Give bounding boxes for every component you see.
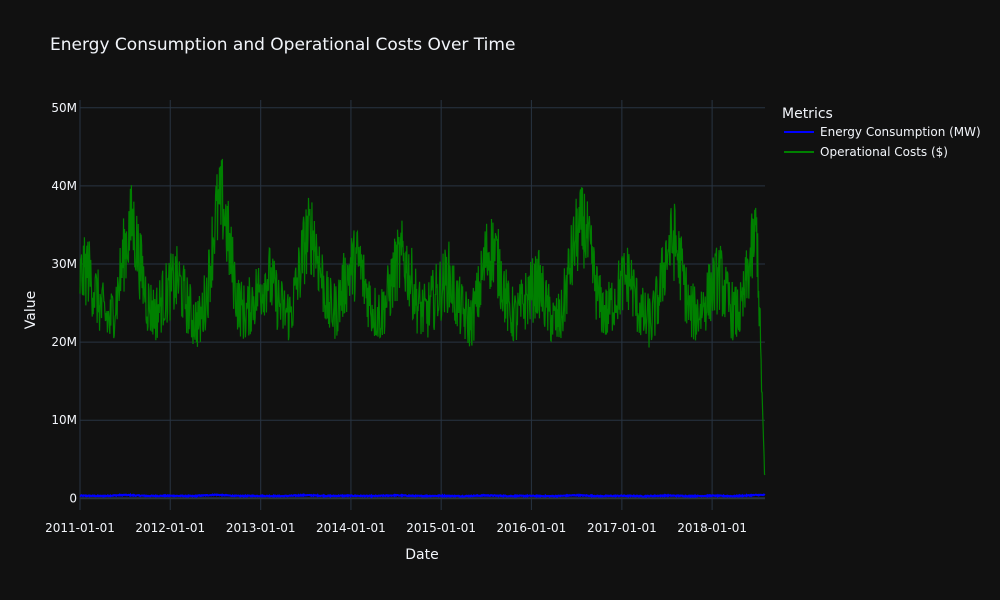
x-tick-label: 2011-01-01: [45, 521, 115, 535]
x-tick-label: 2014-01-01: [316, 521, 386, 535]
y-tick-label: 40M: [51, 179, 77, 193]
y-tick-label: 50M: [51, 101, 77, 115]
x-tick-label: 2017-01-01: [587, 521, 657, 535]
x-tick-label: 2015-01-01: [406, 521, 476, 535]
x-tick-label: 2018-01-01: [677, 521, 747, 535]
legend: Metrics Energy Consumption (MW) Operatio…: [782, 106, 981, 159]
y-axis-ticks: 0 10M 20M 30M 40M 50M: [51, 101, 77, 505]
y-tick-label: 30M: [51, 257, 77, 271]
energy-consumption-line[interactable]: [79, 492, 766, 499]
legend-label-energy: Energy Consumption (MW): [820, 125, 981, 139]
y-tick-label: 0: [69, 491, 77, 505]
x-axis-title: Date: [405, 547, 438, 563]
x-tick-label: 2013-01-01: [226, 521, 296, 535]
legend-item-energy[interactable]: Energy Consumption (MW): [784, 125, 981, 139]
y-tick-label: 20M: [51, 335, 77, 349]
x-axis-ticks: 2011-01-01 2012-01-01 2013-01-01 2014-01-01…: [45, 521, 747, 535]
x-tick-label: 2012-01-01: [135, 521, 205, 535]
legend-title: Metrics: [782, 106, 833, 122]
y-tick-label: 10M: [51, 413, 77, 427]
x-tick-label: 2016-01-01: [497, 521, 567, 535]
legend-item-costs[interactable]: Operational Costs ($): [784, 145, 948, 159]
y-axis-title: Value: [23, 291, 39, 329]
legend-label-costs: Operational Costs ($): [820, 145, 948, 159]
plot-area[interactable]: [79, 158, 766, 499]
operational-costs-line[interactable]: [79, 158, 766, 476]
chart-title: Energy Consumption and Operational Costs…: [50, 35, 515, 55]
